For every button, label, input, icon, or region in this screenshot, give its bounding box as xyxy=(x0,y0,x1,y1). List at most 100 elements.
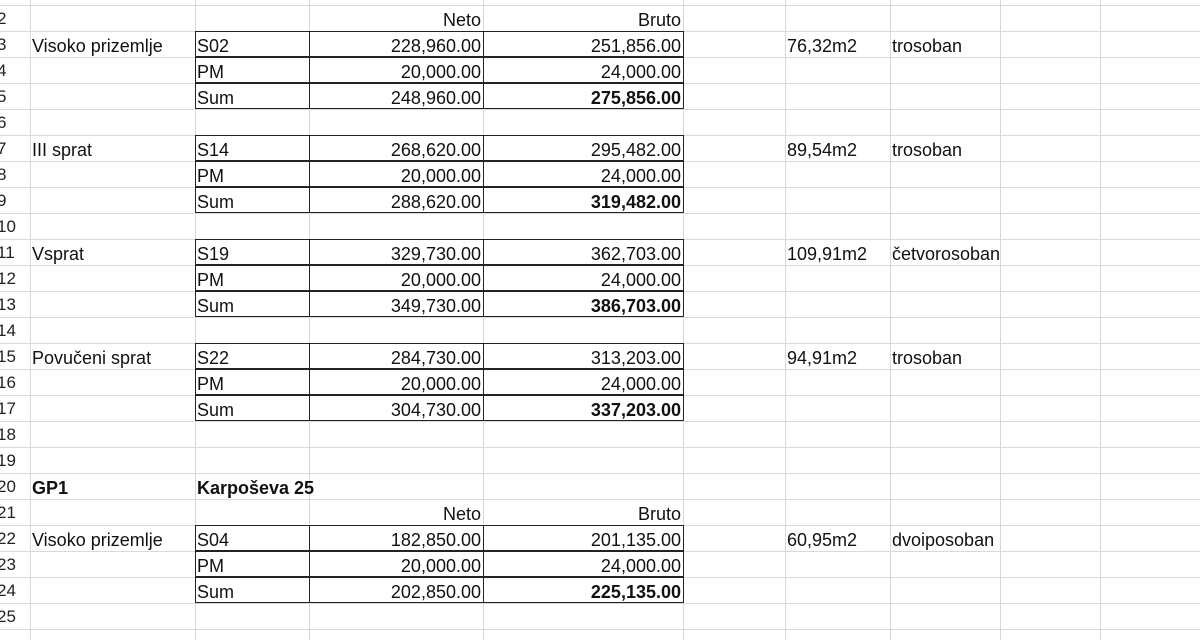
cell: 304,730.00 xyxy=(390,400,481,420)
cell: trosoban xyxy=(892,348,963,368)
cell: Vsprat xyxy=(32,244,85,264)
column-line xyxy=(483,0,484,640)
cell: 76,32m2 xyxy=(787,36,858,56)
cell: Sum xyxy=(197,400,235,420)
cell: 251,856.00 xyxy=(590,36,681,56)
row-number: 16 xyxy=(0,373,16,392)
column-line xyxy=(30,0,31,640)
row-number: 4 xyxy=(0,61,7,80)
row-number: 25 xyxy=(0,607,16,626)
row-number: 12 xyxy=(0,269,16,288)
cell: 94,91m2 xyxy=(787,348,858,368)
row-number: 24 xyxy=(0,581,16,600)
cell: PM xyxy=(197,374,224,394)
row-number: 9 xyxy=(0,191,7,210)
cell-border xyxy=(483,57,684,83)
cell: 288,620.00 xyxy=(390,192,481,212)
cell-border xyxy=(483,161,684,187)
row-number: 11 xyxy=(0,243,15,262)
row-number: 8 xyxy=(0,165,7,184)
cell: Povučeni sprat xyxy=(32,348,152,368)
cell: PM xyxy=(197,166,224,186)
cell: 182,850.00 xyxy=(390,530,481,550)
cell: 268,620.00 xyxy=(390,140,481,160)
column-line xyxy=(785,0,786,640)
column-line xyxy=(309,0,310,640)
row-number: 2 xyxy=(0,9,7,28)
row-line xyxy=(0,317,1200,318)
cell: Neto xyxy=(442,504,481,524)
cell: trosoban xyxy=(892,36,963,56)
cell: 228,960.00 xyxy=(390,36,481,56)
cell: S14 xyxy=(197,140,230,160)
row-number: 7 xyxy=(0,139,7,158)
cell-border xyxy=(483,239,684,265)
row-number: 14 xyxy=(0,321,16,340)
cell: 20,000.00 xyxy=(400,556,481,576)
cell: Sum xyxy=(197,296,235,316)
row-number: 20 xyxy=(0,477,16,496)
cell-border xyxy=(483,525,684,551)
cell: 20,000.00 xyxy=(400,270,481,290)
cell-border xyxy=(483,551,684,577)
cell: Bruto xyxy=(637,10,681,30)
cell: PM xyxy=(197,270,224,290)
column-line xyxy=(195,0,196,640)
cell-border xyxy=(483,395,684,421)
cell-border xyxy=(483,135,684,161)
cell-border xyxy=(483,187,684,213)
row-number: 3 xyxy=(0,35,7,54)
row-number: 17 xyxy=(0,399,16,418)
cell: 24,000.00 xyxy=(600,374,681,394)
cell: 319,482.00 xyxy=(590,192,681,212)
row-number: 18 xyxy=(0,425,16,444)
cell: 295,482.00 xyxy=(590,140,681,160)
row-number: 10 xyxy=(0,217,16,236)
cell-border xyxy=(483,31,684,57)
row-line xyxy=(0,213,1200,214)
cell: GP1 xyxy=(32,478,69,498)
column-line xyxy=(1000,0,1001,640)
cell: 248,960.00 xyxy=(390,88,481,108)
row-line xyxy=(0,603,1200,604)
cell: 275,856.00 xyxy=(590,88,681,108)
cell: S22 xyxy=(197,348,230,368)
cell: 60,95m2 xyxy=(787,530,858,550)
cell: 201,135.00 xyxy=(590,530,681,550)
cell: Visoko prizemlje xyxy=(32,530,163,550)
column-line xyxy=(890,0,891,640)
cell: 24,000.00 xyxy=(600,270,681,290)
row-line xyxy=(0,473,1200,474)
cell: 109,91m2 xyxy=(787,244,868,264)
cell: četvorosoban xyxy=(892,244,1000,264)
row-number: 15 xyxy=(0,347,16,366)
row-number: 19 xyxy=(0,451,16,470)
row-line xyxy=(0,447,1200,448)
cell: 284,730.00 xyxy=(390,348,481,368)
cell: 362,703.00 xyxy=(590,244,681,264)
cell-border xyxy=(483,265,684,291)
cell-border xyxy=(483,343,684,369)
cell: 386,703.00 xyxy=(590,296,681,316)
row-number: 13 xyxy=(0,295,16,314)
cell: 349,730.00 xyxy=(390,296,481,316)
cell: 329,730.00 xyxy=(390,244,481,264)
cell: Bruto xyxy=(637,504,681,524)
cell: 202,850.00 xyxy=(390,582,481,602)
cell: Sum xyxy=(197,88,235,108)
cell: III sprat xyxy=(32,140,93,160)
cell: S04 xyxy=(197,530,230,550)
cell: 20,000.00 xyxy=(400,374,481,394)
cell: 89,54m2 xyxy=(787,140,858,160)
column-line xyxy=(1100,0,1101,640)
cell: 337,203.00 xyxy=(590,400,681,420)
cell-border xyxy=(483,291,684,317)
column-line xyxy=(683,0,684,640)
cell: S02 xyxy=(197,36,230,56)
row-number: 5 xyxy=(0,87,7,106)
row-line xyxy=(0,5,1200,6)
cell-border xyxy=(483,83,684,109)
row-line xyxy=(0,109,1200,110)
cell: Sum xyxy=(197,192,235,212)
